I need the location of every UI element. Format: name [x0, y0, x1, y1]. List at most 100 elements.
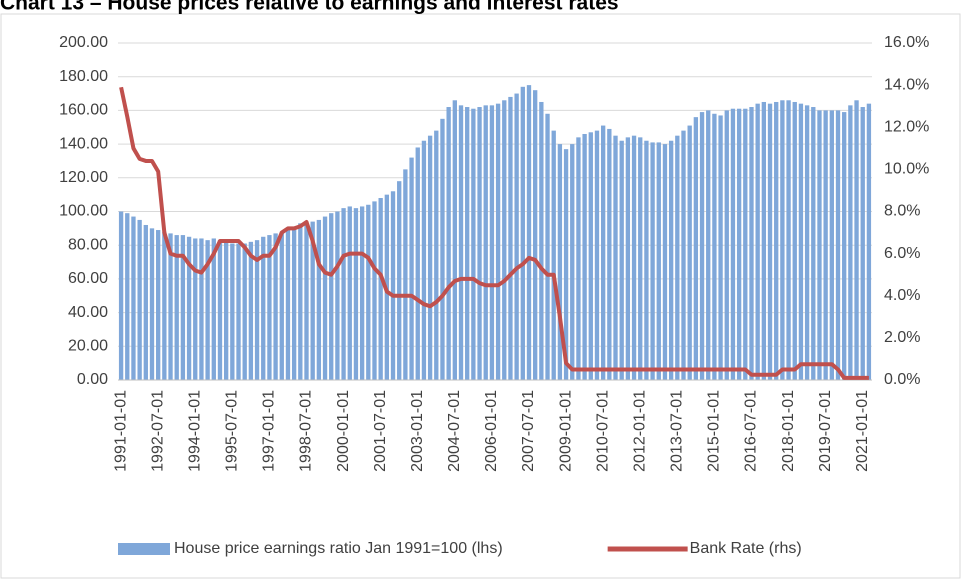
x-tick-label: 1998-07-01 [298, 390, 315, 472]
bar [576, 137, 581, 380]
bar [644, 140, 649, 380]
bar [780, 100, 785, 380]
bar [421, 140, 427, 380]
bar [625, 137, 631, 380]
x-tick-label: 1995-07-01 [224, 390, 241, 472]
bar [848, 105, 853, 380]
y-tick-label: 0.00 [77, 371, 108, 388]
x-tick-label: 2004-07-01 [446, 390, 463, 472]
y-tick-label: 60.00 [68, 270, 108, 287]
bar [217, 240, 223, 380]
bar [854, 100, 859, 380]
y-tick-label: 180.00 [59, 68, 108, 85]
bar [223, 241, 229, 380]
bar [415, 147, 420, 380]
bar [174, 235, 179, 380]
y2-tick-label: 8.0% [884, 203, 920, 220]
bar [533, 90, 538, 381]
bar [329, 213, 334, 380]
bar [273, 233, 278, 380]
bar [403, 169, 408, 380]
y-tick-label: 140.00 [59, 135, 108, 152]
bar [761, 101, 767, 380]
bar [582, 133, 587, 380]
y-tick-label: 80.00 [68, 236, 108, 253]
x-tick-label: 1992-07-01 [149, 390, 166, 472]
x-tick-label: 1991-01-01 [112, 390, 129, 472]
bar [817, 110, 822, 381]
y2-tick-label: 10.0% [884, 161, 929, 178]
bar [551, 130, 556, 380]
x-tick-label: 2018-01-01 [780, 390, 797, 472]
x-tick-label: 2006-01-01 [483, 390, 500, 472]
bar [156, 230, 161, 380]
y2-tick-label: 2.0% [884, 329, 920, 346]
bar [619, 140, 624, 380]
bar [588, 132, 593, 380]
x-tick-label: 2019-07-01 [817, 390, 834, 472]
bar [291, 226, 297, 380]
bar [446, 107, 451, 380]
bar [545, 113, 550, 381]
bar [236, 243, 241, 380]
bar [409, 157, 414, 380]
bar [706, 110, 711, 381]
chart-title: Chart 13 – House prices relative to earn… [0, 0, 619, 15]
legend-label: Bank Rate (rhs) [690, 540, 802, 557]
x-tick-label: 2013-07-01 [669, 390, 686, 472]
bar [440, 118, 445, 380]
bar [835, 110, 841, 381]
y2-tick-label: 14.0% [884, 76, 929, 93]
x-tick-label: 2007-07-01 [520, 390, 537, 472]
bar [650, 142, 655, 380]
bar [866, 103, 872, 380]
y2-tick-label: 12.0% [884, 118, 929, 135]
bar [730, 108, 736, 380]
bar [341, 208, 346, 380]
bar [495, 103, 501, 380]
bar [452, 100, 457, 380]
bar [118, 211, 124, 380]
bar [811, 107, 816, 380]
bar [520, 86, 525, 380]
bar [842, 112, 847, 381]
legend-label: House price earnings ratio Jan 1991=100 … [174, 540, 503, 557]
bar [285, 228, 291, 380]
bar [397, 181, 402, 380]
y-tick-label: 200.00 [59, 34, 108, 51]
x-tick-label: 2009-01-01 [557, 390, 574, 472]
bar [514, 93, 519, 381]
bar [798, 103, 804, 380]
bar [681, 130, 686, 380]
bar [211, 238, 216, 380]
bar [774, 101, 779, 380]
bar [149, 228, 155, 380]
bar [483, 105, 488, 380]
bar [279, 231, 284, 380]
bar [600, 125, 606, 380]
bar [168, 233, 173, 380]
bar [557, 144, 563, 380]
bar [502, 100, 507, 380]
bar [193, 238, 198, 380]
bar [860, 107, 865, 380]
bar [718, 115, 723, 380]
bar [143, 224, 148, 380]
y2-tick-label: 6.0% [884, 245, 920, 262]
bar [162, 231, 167, 380]
bar [261, 236, 266, 380]
bar [631, 135, 637, 380]
bar [804, 105, 810, 380]
bar [613, 135, 618, 380]
bar [310, 221, 315, 380]
bar [699, 112, 705, 381]
bar [570, 144, 575, 380]
x-tick-label: 2003-01-01 [409, 390, 426, 472]
bar [786, 100, 791, 380]
bar [230, 243, 235, 380]
y2-tick-label: 4.0% [884, 287, 920, 304]
bar [656, 142, 661, 380]
y2-tick-label: 16.0% [884, 34, 929, 51]
bar [508, 96, 513, 381]
